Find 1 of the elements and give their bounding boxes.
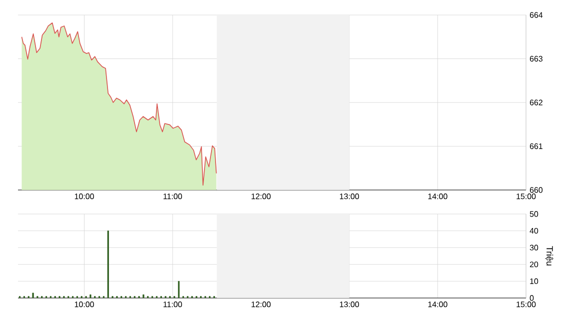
y-axis-title: Triệu (545, 246, 554, 266)
